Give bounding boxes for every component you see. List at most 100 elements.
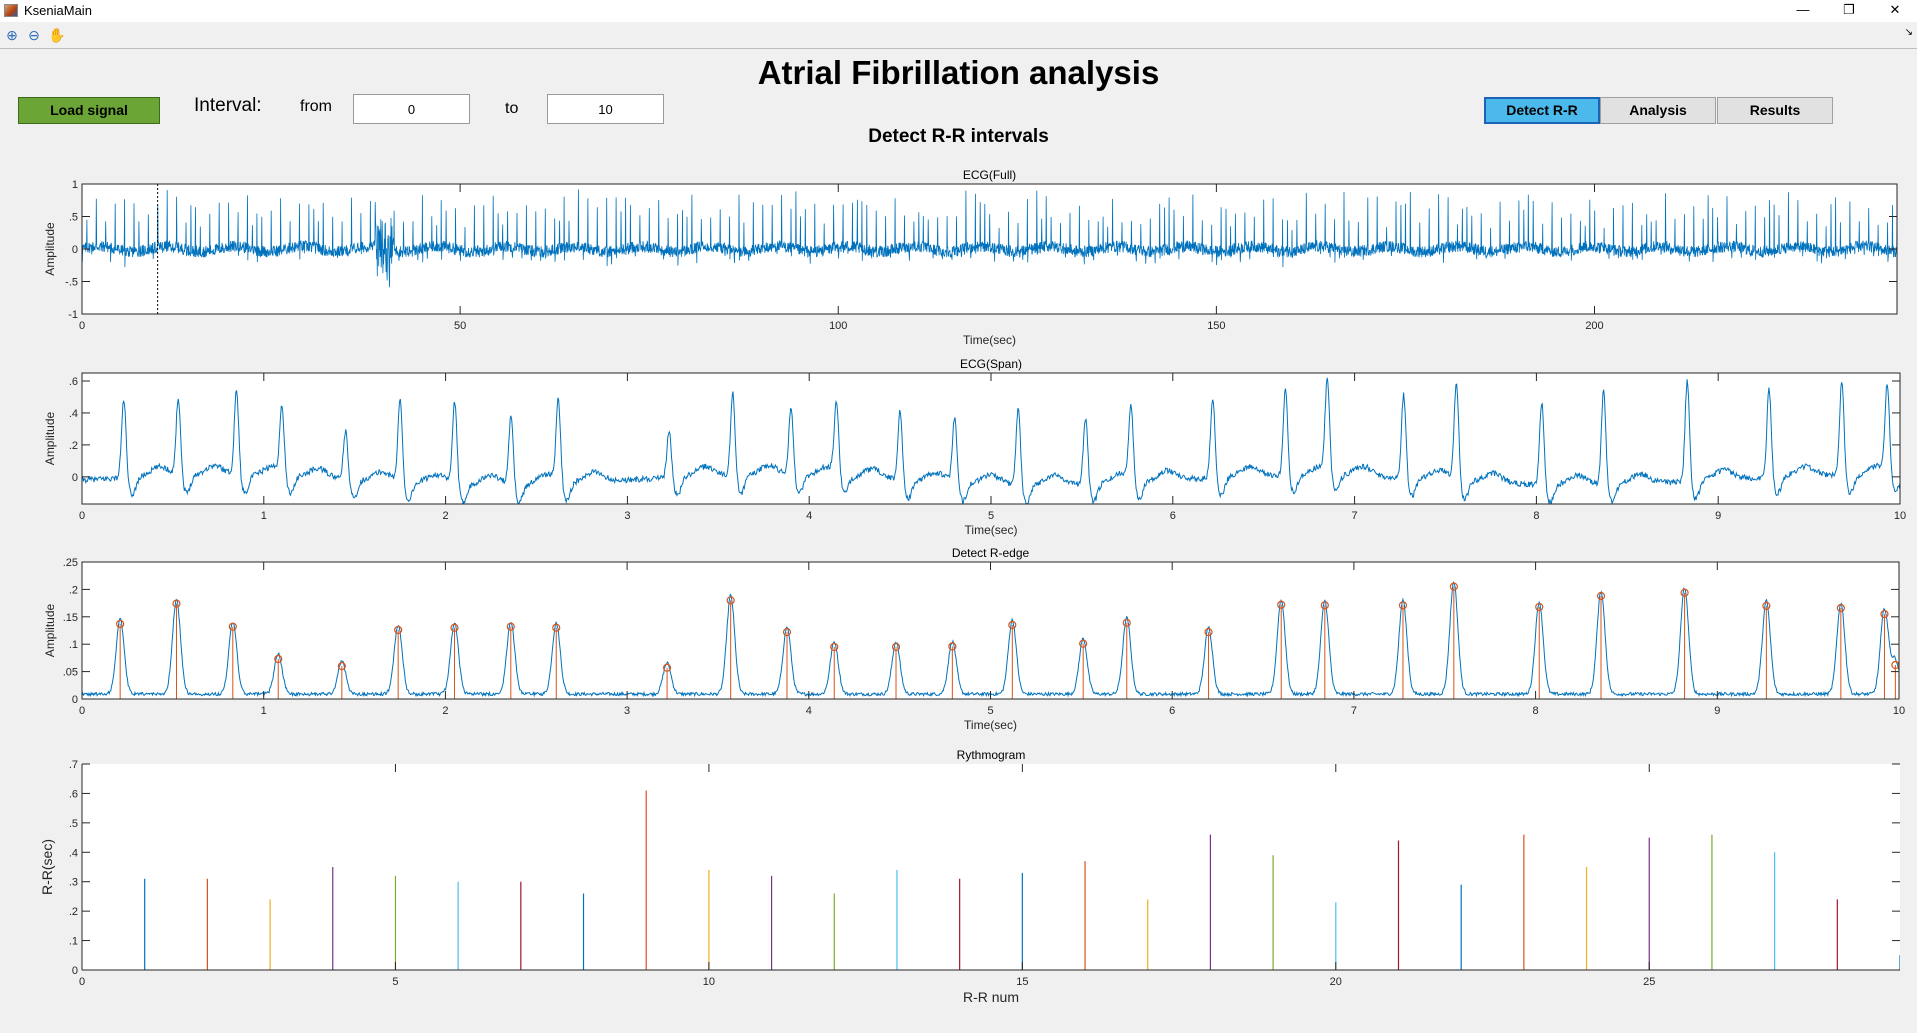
x-tick-label: 7 — [1351, 705, 1357, 717]
y-tick-label: .5 — [69, 212, 78, 224]
x-tick-label: 8 — [1533, 510, 1539, 522]
window-title: KseniaMain — [24, 3, 92, 18]
x-tick-label: 200 — [1585, 320, 1603, 332]
y-tick-label: .2 — [69, 906, 78, 918]
y-tick-label: .5 — [69, 818, 78, 830]
x-tick-label: 4 — [806, 705, 812, 717]
r-peak-marker — [1398, 601, 1408, 610]
plot-content — [144, 790, 1900, 970]
chart-title: ECG(Full) — [963, 168, 1016, 182]
y-tick-label: 0 — [72, 472, 78, 484]
plot-content — [82, 377, 1900, 504]
from-input[interactable] — [353, 94, 470, 124]
y-tick-label: .3 — [69, 877, 78, 889]
x-tick-label: 20 — [1330, 976, 1342, 988]
y-tick-label: .15 — [63, 612, 78, 624]
y-tick-label: -1 — [68, 309, 78, 321]
x-tick-label: 10 — [1894, 510, 1906, 522]
y-tick-label: .1 — [69, 936, 78, 948]
y-tick-label: .25 — [63, 557, 78, 569]
x-tick-label: 100 — [829, 320, 847, 332]
minimize-button[interactable]: — — [1796, 2, 1810, 17]
r-peak-marker — [662, 663, 672, 672]
to-label: to — [505, 100, 519, 117]
ecg-full-line — [82, 189, 1897, 288]
x-tick-label: 5 — [392, 976, 398, 988]
y-tick-label: .2 — [69, 440, 78, 452]
y-tick-label: .6 — [69, 788, 78, 800]
y-tick-label: .6 — [69, 376, 78, 388]
r-peak-marker — [1122, 618, 1131, 627]
tab-detect-rr[interactable]: Detect R-R — [1484, 97, 1600, 124]
x-tick-label: 4 — [806, 510, 812, 522]
chart-title: Rythmogram — [957, 748, 1026, 762]
r-peak-marker — [1079, 639, 1088, 648]
section-title: Detect R-R intervals — [868, 126, 1049, 147]
zoom-out-icon[interactable]: ⊖ — [28, 27, 40, 43]
plot-content — [82, 184, 1897, 314]
x-tick-label: 1 — [261, 510, 267, 522]
r-peak-marker — [1880, 609, 1889, 619]
x-tick-label: 1 — [261, 705, 267, 717]
axes-background — [82, 562, 1899, 699]
r-peak-marker — [450, 623, 459, 632]
interval-label: Interval: — [194, 95, 262, 116]
axes-background — [82, 764, 1900, 970]
r-peak-marker — [948, 642, 957, 651]
close-button[interactable]: ✕ — [1889, 2, 1901, 17]
y-tick-label: .7 — [69, 759, 78, 771]
x-axis-label: Time(sec) — [964, 718, 1017, 732]
axes-border — [81, 183, 1898, 315]
figure-toolbar: ⊕ ⊖ ✋ ↘ — [0, 22, 1917, 49]
x-tick-label: 6 — [1169, 705, 1175, 717]
r-peak-marker — [1596, 591, 1606, 601]
r-peak-marker — [830, 642, 839, 652]
r-peak-marker — [1008, 620, 1017, 630]
x-tick-label: 9 — [1715, 510, 1721, 522]
r-peak-marker — [782, 628, 792, 637]
y-tick-label: 0 — [72, 694, 78, 706]
y-tick-label: .1 — [69, 639, 78, 651]
matlab-app-icon — [4, 4, 18, 17]
r-peak-marker — [506, 622, 515, 631]
y-axis-label: Amplitude — [43, 604, 57, 658]
y-tick-label: 0 — [72, 965, 78, 977]
y-axis-label: R-R(sec) — [39, 839, 55, 895]
x-tick-label: 25 — [1643, 976, 1655, 988]
tab-analysis[interactable]: Analysis — [1600, 97, 1716, 124]
tab-results[interactable]: Results — [1717, 97, 1833, 124]
r-peak-marker — [1204, 628, 1213, 637]
x-tick-label: 7 — [1352, 510, 1358, 522]
r-peak-marker — [172, 599, 181, 608]
dock-arrow-icon[interactable]: ↘ — [1904, 27, 1913, 38]
x-axis-label: R-R num — [963, 989, 1019, 1005]
r-peak-marker — [394, 625, 403, 635]
plot-content — [82, 580, 1899, 699]
restore-button[interactable]: ❐ — [1843, 2, 1855, 17]
axes-0: 0 50 100 150 200 -1 -.5 0 .5 1 ECG(Full) Time(sec) A… — [43, 168, 1898, 347]
window-titlebar: KseniaMain — ❐ ✕ — [0, 0, 1917, 22]
y-tick-label: 0 — [72, 244, 78, 256]
x-tick-label: 0 — [79, 320, 85, 332]
x-tick-label: 0 — [79, 510, 85, 522]
r-peak-marker — [1449, 582, 1458, 591]
x-tick-label: 9 — [1714, 705, 1720, 717]
axes-3: 0 5 10 15 20 25 0 .1 .2 .3 .4 .5 .6 .7 Rythmogram R-R n… — [39, 748, 1900, 1005]
load-signal-button[interactable]: Load signal — [18, 97, 160, 124]
x-tick-label: 0 — [79, 976, 85, 988]
zoom-in-icon[interactable]: ⊕ — [6, 27, 18, 43]
to-input[interactable] — [547, 94, 664, 124]
x-tick-label: 150 — [1207, 320, 1225, 332]
y-axis-label: Amplitude — [43, 222, 57, 276]
r-peak-marker — [1277, 600, 1286, 609]
x-tick-label: 5 — [987, 705, 993, 717]
r-peak-marker — [1320, 601, 1329, 610]
r-peak-marker — [274, 654, 283, 664]
y-axis-label: Amplitude — [43, 412, 57, 466]
x-tick-label: 50 — [454, 320, 466, 332]
r-peak-marker — [552, 623, 561, 632]
r-peak-marker — [1535, 602, 1544, 612]
x-axis-label: Time(sec) — [963, 333, 1016, 347]
pan-hand-icon[interactable]: ✋ — [48, 27, 66, 43]
